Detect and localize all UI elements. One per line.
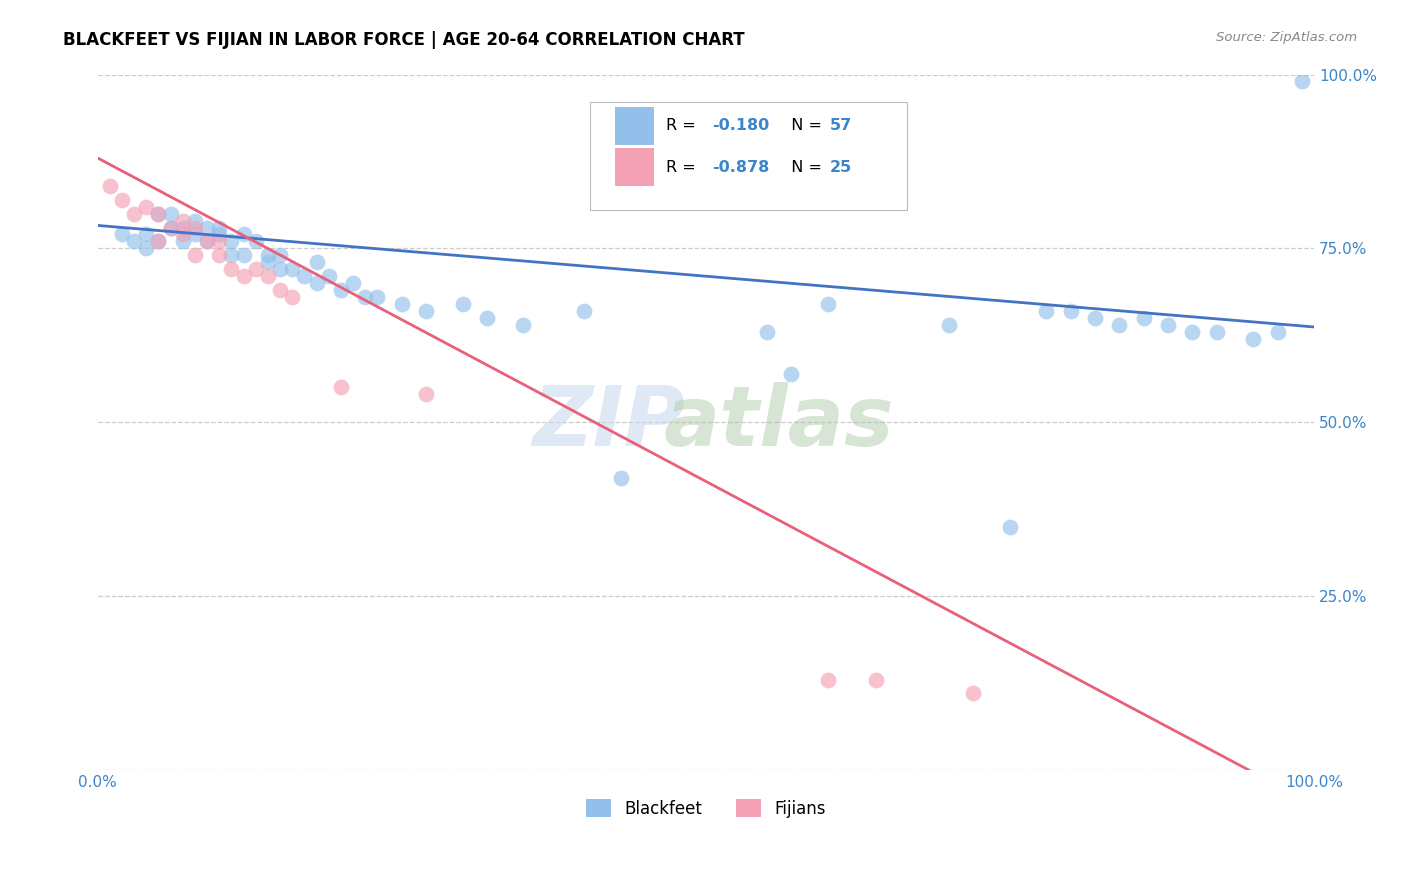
Text: ZIP: ZIP (533, 382, 685, 463)
Point (208, 235, 231, 249)
Point (269, 262, 291, 277)
Point (1157, 318, 1180, 332)
Point (148, 206, 170, 220)
Point (342, 276, 364, 290)
Point (305, 276, 328, 290)
Point (609, 471, 631, 485)
Point (281, 262, 304, 277)
Text: atlas: atlas (664, 382, 894, 463)
Point (195, 235, 218, 249)
Point (159, 220, 181, 235)
Point (962, 686, 984, 700)
Point (512, 318, 534, 332)
Point (184, 213, 207, 227)
Point (329, 380, 352, 394)
Point (865, 673, 887, 687)
Point (938, 318, 960, 332)
Point (269, 248, 291, 262)
Point (1205, 325, 1227, 339)
Point (135, 241, 157, 255)
Point (148, 206, 170, 220)
Point (415, 304, 437, 318)
Point (184, 220, 207, 235)
Point (475, 310, 498, 325)
Point (366, 290, 388, 304)
Point (148, 235, 170, 249)
Point (817, 673, 839, 687)
Point (221, 235, 243, 249)
Point (294, 269, 316, 284)
Bar (614, 148, 654, 186)
Point (269, 283, 291, 297)
Point (221, 248, 243, 262)
Point (135, 200, 157, 214)
Point (257, 255, 280, 269)
Point (1267, 325, 1289, 339)
Point (221, 262, 243, 277)
Point (257, 248, 280, 262)
Point (1181, 325, 1204, 339)
Point (148, 235, 170, 249)
Point (232, 227, 254, 242)
Text: 25: 25 (830, 160, 852, 175)
Point (329, 283, 352, 297)
Point (1241, 332, 1264, 346)
Point (111, 227, 134, 242)
Point (281, 290, 304, 304)
Point (245, 235, 267, 249)
Point (451, 297, 474, 311)
Point (1108, 318, 1130, 332)
Point (354, 290, 377, 304)
Point (232, 269, 254, 284)
FancyBboxPatch shape (591, 103, 907, 211)
Text: -0.878: -0.878 (711, 160, 769, 175)
Text: N =: N = (782, 119, 827, 133)
Legend: Blackfeet, Fijians: Blackfeet, Fijians (579, 793, 832, 824)
Point (172, 213, 194, 227)
Point (208, 220, 231, 235)
Point (574, 304, 596, 318)
Point (159, 206, 181, 220)
Point (232, 248, 254, 262)
Bar (614, 107, 654, 145)
Point (245, 262, 267, 277)
Point (998, 519, 1021, 533)
Point (305, 255, 328, 269)
Point (1291, 74, 1313, 88)
Text: R =: R = (665, 119, 700, 133)
Point (172, 235, 194, 249)
Point (172, 220, 194, 235)
Point (780, 367, 803, 381)
Point (159, 220, 181, 235)
Point (208, 248, 231, 262)
Point (98, 178, 121, 193)
Point (122, 206, 145, 220)
Text: R =: R = (665, 160, 700, 175)
Text: 57: 57 (830, 119, 852, 133)
Point (195, 235, 218, 249)
Point (1084, 310, 1107, 325)
Point (415, 387, 437, 401)
Point (122, 235, 145, 249)
Text: Source: ZipAtlas.com: Source: ZipAtlas.com (1216, 31, 1357, 45)
Point (195, 220, 218, 235)
Point (172, 227, 194, 242)
Point (184, 227, 207, 242)
Text: BLACKFEET VS FIJIAN IN LABOR FORCE | AGE 20-64 CORRELATION CHART: BLACKFEET VS FIJIAN IN LABOR FORCE | AGE… (63, 31, 745, 49)
Point (318, 269, 340, 284)
Point (755, 325, 778, 339)
Point (135, 227, 157, 242)
Point (817, 297, 839, 311)
Text: N =: N = (782, 160, 827, 175)
Point (208, 227, 231, 242)
Point (1060, 304, 1083, 318)
Point (1035, 304, 1057, 318)
Text: -0.180: -0.180 (711, 119, 769, 133)
Point (1132, 310, 1154, 325)
Point (391, 297, 413, 311)
Point (257, 269, 280, 284)
Point (111, 193, 134, 207)
Point (184, 248, 207, 262)
